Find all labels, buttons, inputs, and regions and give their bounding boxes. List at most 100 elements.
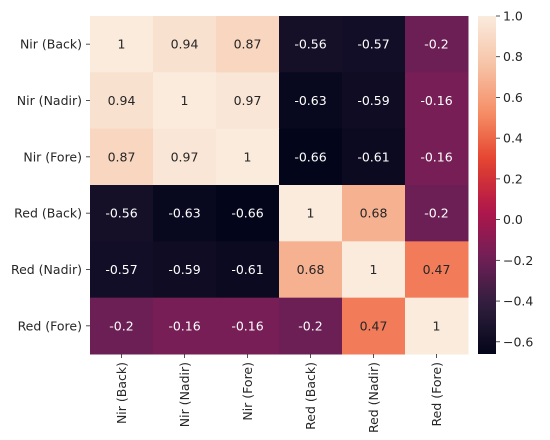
cell-value-label: -0.59 [168,262,200,277]
heatmap-cell [90,185,154,242]
heatmap-cell [405,128,469,186]
cell-value-label: -0.2 [298,318,322,333]
cell-value-label: -0.63 [168,206,200,221]
cell-value-label: 1 [433,318,441,333]
cell-value-label: -0.66 [231,206,263,221]
cell-value-label: -0.56 [105,206,137,221]
cell-value-label: -0.63 [294,93,326,108]
heatmap-cell [279,185,343,242]
heatmap-cell [342,72,406,130]
cell-value-label: -0.2 [424,37,448,52]
colorbar-tick-label: 0.8 [503,49,523,64]
colorbar: −0.6 −0.4 −0.2 0.0 0.2 0.4 0.6 0.8 1.0 [478,9,533,354]
cell-value-label: 1 [244,149,252,164]
heatmap-cell [342,297,406,355]
cell-value-label: -0.16 [231,318,263,333]
row-label: Nir (Fore) [23,149,82,164]
cell-value-label: -0.57 [357,37,389,52]
row-label: Red (Fore) [18,318,82,333]
heatmap-cell [405,297,469,355]
cell-value-label: -0.66 [294,149,326,164]
heatmap-cell [405,72,469,130]
colorbar-tick-label: 0.6 [503,90,523,105]
cell-value-label: 1 [181,93,189,108]
cell-value-label: 0.47 [423,262,451,277]
heatmap-cell [342,241,406,299]
cell-value-label: 0.87 [234,37,262,52]
cell-value-label: 0.94 [171,37,199,52]
heatmap-cell [216,297,280,355]
cell-value-label: -0.61 [231,262,263,277]
heatmap-cell [405,241,469,299]
colorbar-tick-label: 0.4 [503,131,523,146]
cell-value-label: 1 [118,37,126,52]
cell-value-label: -0.61 [357,149,389,164]
heatmap-cell [153,241,217,299]
heatmap-cell [342,185,406,242]
heatmap-cell [216,185,280,242]
cell-value-label: 1 [370,262,378,277]
row-label: Nir (Back) [20,37,82,52]
heatmap-cell [90,16,154,73]
colorbar-tick-label: 0.2 [503,171,523,186]
cell-value-label: -0.56 [294,37,326,52]
heatmap-cell [153,297,217,355]
heatmap-cell [342,128,406,186]
heatmap-cell-labels: 1 0.94 0.87 -0.56 -0.57 -0.2 0.94 1 0.97 -0.63 -0.… [105,37,452,334]
heatmap-cell [153,16,217,73]
column-label: Nir (Nadir) [177,362,192,427]
column-label: Nir (Fore) [240,362,255,421]
heatmap-cell [279,241,343,299]
cell-value-label: 0.97 [234,93,262,108]
heatmap-cell [216,241,280,299]
row-label: Nir (Nadir) [17,93,82,108]
cell-value-label: -0.16 [420,149,452,164]
row-label: Red (Back) [14,206,82,221]
cell-value-label: 1 [307,206,315,221]
heatmap-cell [153,128,217,186]
cell-value-label: -0.2 [424,206,448,221]
heatmap-cell [216,16,280,73]
heatmap-cell [90,241,154,299]
heatmap-cell [279,297,343,355]
colorbar-gradient [478,16,496,354]
heatmap-cell [90,297,154,355]
heatmap-cell [216,72,280,130]
cell-value-label: 0.47 [360,318,388,333]
cell-value-label: 0.87 [108,149,136,164]
cell-value-label: -0.57 [105,262,137,277]
heatmap-cell [279,16,343,73]
cell-value-label: 0.68 [297,262,325,277]
cell-value-label: 0.97 [171,149,199,164]
cell-value-label: 0.68 [360,206,388,221]
heatmap-cell [90,128,154,186]
column-tick-labels: Nir (Back) Nir (Nadir) Nir (Fore) Red (Back… [114,354,444,433]
heatmap-cell [279,128,343,186]
row-label: Red (Nadir) [11,262,82,277]
column-label: Nir (Back) [114,362,129,424]
colorbar-tick-label: 1.0 [503,9,523,24]
heatmap-cell [90,72,154,130]
heatmap-cells [90,16,469,355]
cell-value-label: -0.59 [357,93,389,108]
cell-value-label: -0.2 [109,318,133,333]
cell-value-label: 0.94 [108,93,136,108]
column-label: Red (Fore) [429,362,444,426]
heatmap-cell [279,72,343,130]
colorbar-tick-label: −0.2 [503,253,533,268]
heatmap-cell [405,16,469,73]
heatmap-cell [216,128,280,186]
heatmap-cell [153,72,217,130]
heatmap-cell [405,185,469,242]
colorbar-tick-label: 0.0 [503,212,523,227]
cell-value-label: -0.16 [168,318,200,333]
colorbar-tick-label: −0.6 [503,334,533,349]
cell-value-label: -0.16 [420,93,452,108]
row-tick-labels: Nir (Back) Nir (Nadir) Nir (Fore) Red (Back… [11,37,90,333]
heatmap-cell [153,185,217,242]
heatmap-cell [342,16,406,73]
colorbar-tick-label: −0.4 [503,294,533,309]
column-label: Red (Nadir) [366,362,381,433]
column-label: Red (Back) [303,362,318,430]
